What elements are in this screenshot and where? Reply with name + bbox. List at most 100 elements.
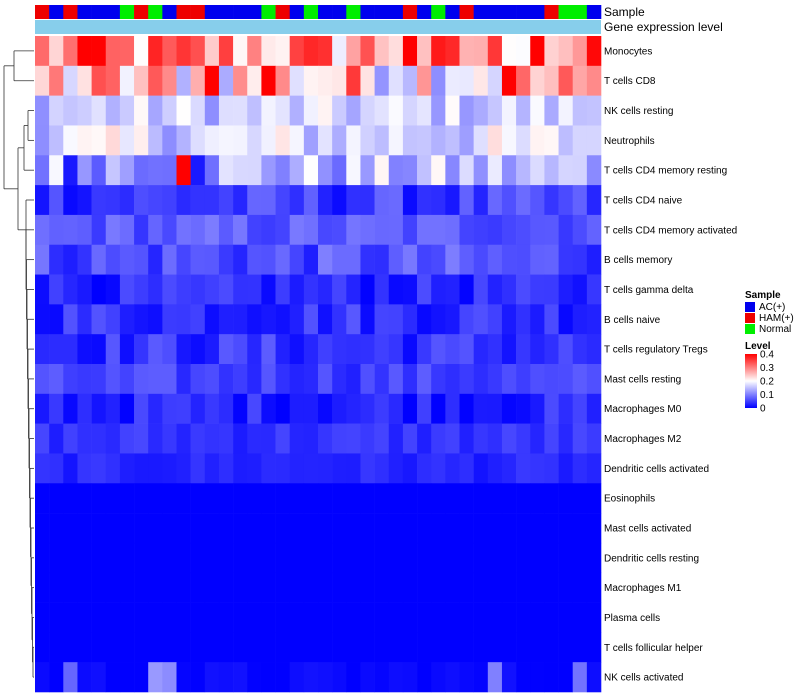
heatmap-cell <box>190 453 206 484</box>
heatmap-cell <box>431 662 446 693</box>
heatmap-cell <box>162 125 177 156</box>
heatmap-cell <box>332 572 347 603</box>
heatmap-cell <box>431 602 446 633</box>
heatmap-cell <box>63 125 78 156</box>
legend-entry-label: Normal <box>759 324 791 335</box>
heatmap-cell <box>49 95 64 126</box>
heatmap-cell <box>162 155 177 186</box>
heatmap-cell <box>275 334 290 365</box>
heatmap-cell <box>233 513 248 544</box>
heatmap-cell <box>487 334 503 365</box>
heatmap-cell <box>402 214 418 246</box>
heatmap-cell <box>190 95 206 126</box>
heatmap-cell <box>176 95 191 126</box>
heatmap-cell <box>176 65 191 96</box>
heatmap-cell <box>318 364 333 395</box>
heatmap-cell <box>558 542 573 574</box>
heatmap-cell <box>49 483 64 514</box>
heatmap-cell <box>105 334 121 365</box>
heatmap-cell <box>162 185 177 216</box>
heatmap-cell <box>289 244 305 275</box>
heatmap-cell <box>558 244 573 275</box>
heatmap-cell <box>77 513 92 544</box>
heatmap-cell <box>105 185 121 216</box>
heatmap-cell <box>275 423 290 454</box>
heatmap-cell <box>77 125 92 156</box>
heatmap-cell <box>544 36 559 67</box>
heatmap-cell <box>487 155 503 186</box>
heatmap-cell <box>49 36 64 67</box>
heatmap-cell <box>49 364 64 395</box>
legend-level-tick: 0 <box>760 404 766 415</box>
sample-cell <box>91 5 107 19</box>
heatmap-cell <box>119 334 135 365</box>
heatmap-cell <box>105 36 121 67</box>
heatmap-cell <box>459 185 474 216</box>
heatmap-cell <box>402 304 418 335</box>
row-label: Dendritic cells activated <box>604 464 709 475</box>
heatmap-cell <box>162 274 177 305</box>
heatmap-cell <box>473 423 489 454</box>
heatmap-cell <box>303 214 319 246</box>
heatmap-cell <box>374 65 390 96</box>
row-label: Dendritic cells resting <box>604 553 699 564</box>
heatmap-cell <box>275 214 290 246</box>
row-label: Mast cells activated <box>604 524 691 535</box>
heatmap-cell <box>318 214 333 246</box>
heatmap-cell <box>91 483 107 514</box>
heatmap-cell <box>148 572 163 603</box>
heatmap-cell <box>105 453 121 484</box>
heatmap-cell <box>148 602 163 633</box>
heatmap-cell <box>501 662 517 693</box>
heatmap-cell <box>119 662 135 693</box>
heatmap-cell <box>233 155 248 186</box>
heatmap-cell <box>190 304 206 335</box>
heatmap-cell <box>360 364 375 395</box>
heatmap-cell <box>501 214 517 246</box>
heatmap-cell <box>586 483 602 514</box>
heatmap-cell <box>473 513 489 544</box>
heatmap-cell <box>445 513 460 544</box>
heatmap-cell <box>586 304 602 335</box>
heatmap-cell <box>105 95 121 126</box>
heatmap-cell <box>218 125 234 156</box>
legend-entry-label: HAM(+) <box>759 313 794 324</box>
heatmap-cell <box>501 36 517 67</box>
heatmap-cell <box>233 542 248 574</box>
heatmap-cell <box>318 602 333 633</box>
heatmap-cell <box>63 393 78 424</box>
heatmap-cell <box>487 662 503 693</box>
heatmap-cell <box>318 542 333 574</box>
heatmap-cell <box>190 155 206 186</box>
heatmap-cell <box>218 572 234 603</box>
heatmap-cell <box>516 95 531 126</box>
heatmap-cell <box>289 36 305 67</box>
heatmap-cell <box>134 393 149 424</box>
heatmap-cell <box>374 483 390 514</box>
heatmap-cell <box>445 304 460 335</box>
heatmap-cell <box>332 244 347 275</box>
heatmap-cell <box>374 393 390 424</box>
heatmap-cell <box>388 483 404 514</box>
heatmap-cell <box>134 274 149 305</box>
heatmap-cell <box>77 185 92 216</box>
heatmap-cell <box>35 393 50 424</box>
heatmap-cell <box>77 483 92 514</box>
heatmap-cell <box>148 542 163 574</box>
heatmap-cell <box>346 662 361 693</box>
heatmap-cell <box>445 542 460 574</box>
heatmap-cell <box>35 155 50 186</box>
heatmap-cell <box>275 513 290 544</box>
sample-annotation-bar <box>35 5 602 19</box>
heatmap-cell <box>303 274 319 305</box>
heatmap-cell <box>247 572 262 603</box>
heatmap-cell <box>261 542 276 574</box>
heatmap-cell <box>402 632 418 663</box>
heatmap-cell <box>360 244 375 275</box>
heatmap-cell <box>572 393 588 424</box>
heatmap-cell <box>35 304 50 335</box>
heatmap-cell <box>91 334 107 365</box>
heatmap-cell <box>431 572 446 603</box>
heatmap-cell <box>360 453 375 484</box>
sample-cell <box>530 5 545 19</box>
